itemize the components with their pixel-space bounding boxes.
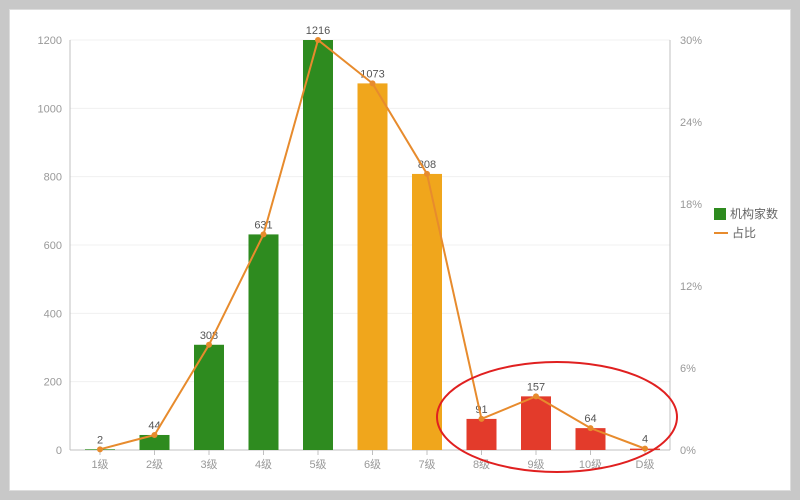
svg-text:600: 600 [44, 240, 62, 252]
svg-text:18%: 18% [680, 199, 702, 211]
svg-text:0%: 0% [680, 445, 696, 457]
svg-text:9级: 9级 [527, 458, 544, 471]
svg-text:6级: 6级 [364, 458, 381, 471]
svg-text:30%: 30% [680, 35, 702, 47]
legend: 机构家数 占比 [714, 205, 778, 243]
svg-text:1073: 1073 [360, 68, 384, 80]
svg-text:5级: 5级 [309, 458, 326, 471]
svg-text:24%: 24% [680, 117, 702, 129]
legend-label-bar: 机构家数 [730, 205, 778, 222]
svg-text:4: 4 [642, 434, 648, 446]
svg-text:400: 400 [44, 308, 62, 320]
legend-item-line: 占比 [714, 224, 778, 241]
svg-text:D级: D级 [636, 458, 655, 471]
svg-text:200: 200 [44, 377, 62, 389]
svg-text:2级: 2级 [146, 458, 163, 471]
svg-text:7级: 7级 [418, 458, 435, 471]
svg-text:12%: 12% [680, 281, 702, 293]
svg-text:157: 157 [527, 381, 545, 393]
svg-text:64: 64 [584, 413, 596, 425]
svg-text:0: 0 [56, 445, 62, 457]
legend-swatch-line [714, 232, 728, 234]
svg-text:6%: 6% [680, 363, 696, 375]
svg-text:91: 91 [475, 404, 487, 416]
svg-text:1200: 1200 [38, 35, 62, 47]
svg-text:4级: 4级 [255, 458, 272, 471]
legend-label-line: 占比 [732, 224, 756, 241]
svg-text:1级: 1级 [91, 458, 108, 471]
svg-text:800: 800 [44, 172, 62, 184]
chart-panel: 0 200 400 600 800 1000 1200 0% 6% 12% 18% 24% 30% 2 1级… [9, 9, 791, 491]
svg-text:2: 2 [97, 434, 103, 446]
svg-text:3级: 3级 [200, 458, 217, 471]
combo-chart: 0 200 400 600 800 1000 1200 0% 6% 12% 18% 24% 30% 2 1级… [10, 10, 790, 490]
legend-swatch-bar [714, 208, 726, 220]
svg-text:1000: 1000 [38, 103, 62, 115]
legend-item-bar: 机构家数 [714, 205, 778, 222]
svg-text:631: 631 [254, 219, 272, 231]
svg-text:1216: 1216 [306, 25, 330, 37]
